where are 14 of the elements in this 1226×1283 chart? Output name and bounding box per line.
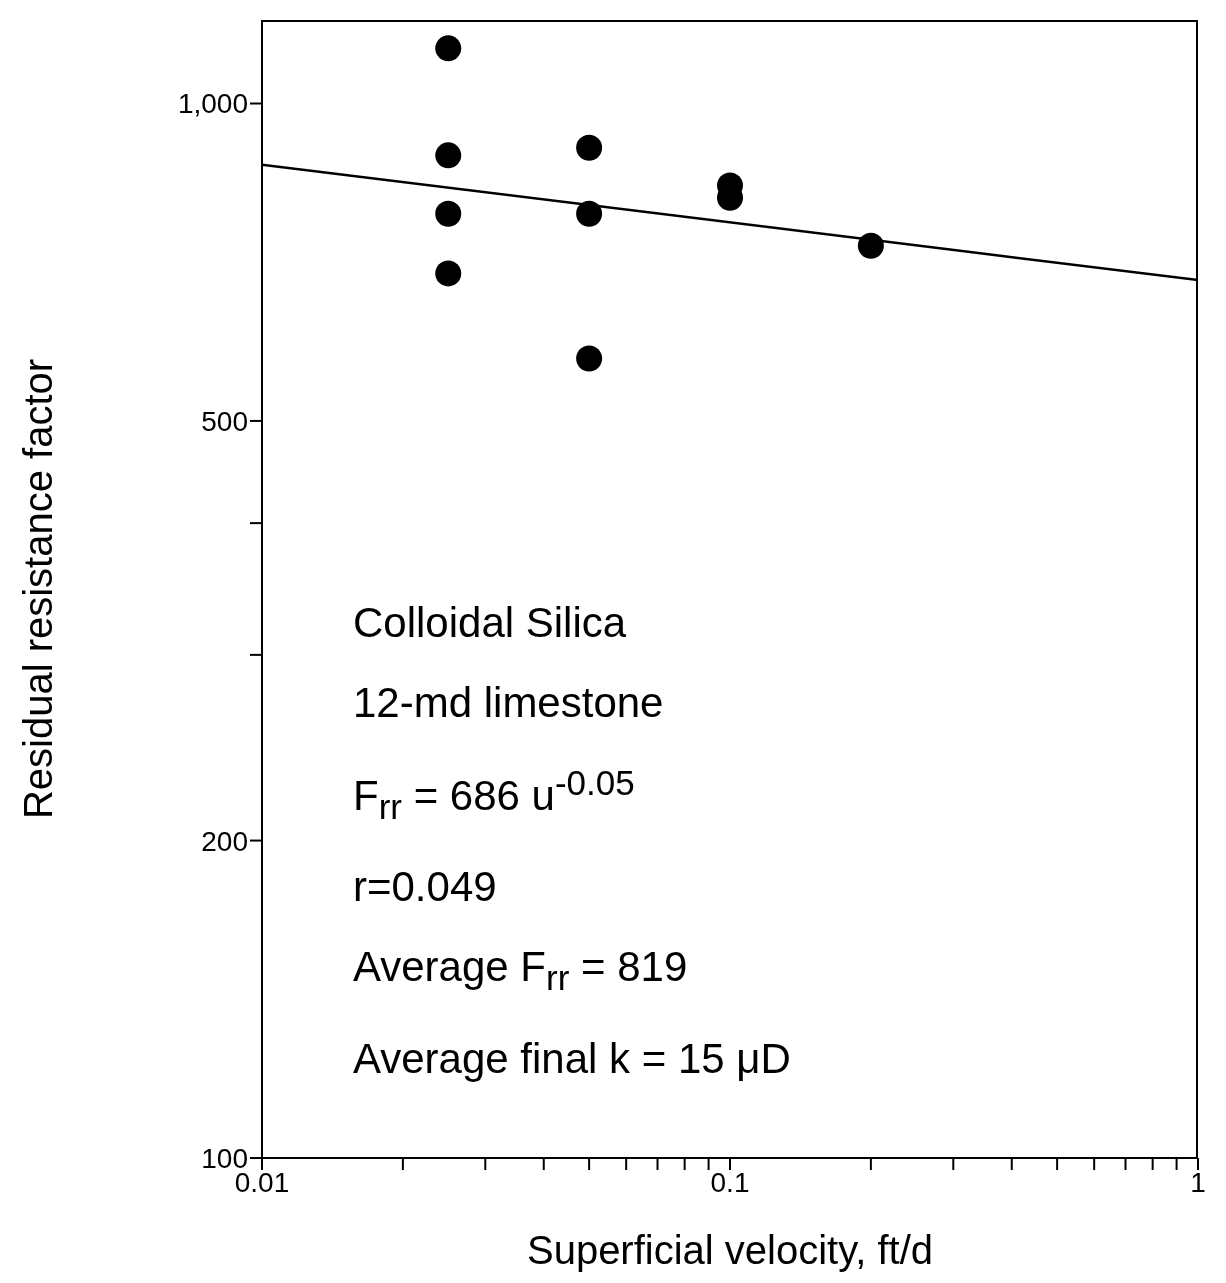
annotation: Colloidal Silica [353, 598, 628, 648]
annotation: Average F$_{rr}$ = 819 [353, 942, 689, 1000]
y-tick-label: 1,000 [177, 88, 248, 120]
x-tick-label: 0.1 [710, 1166, 750, 1198]
annotation: 12-md limestone [353, 678, 665, 728]
y-axis-title: Residual resistance factor [16, 358, 61, 820]
annotation: Average final k = 15 μD [353, 1033, 791, 1084]
y-tick-label: 500 [201, 405, 248, 437]
x-axis-title: Superficial velocity, ft/d [526, 1228, 934, 1272]
annotation: F$_{rr}$ = 686 u$^{-0.05}$ [353, 762, 636, 829]
y-tick-label: 100 [201, 1142, 248, 1174]
annotation: r=0.049 [353, 862, 498, 913]
y-tick-label: 200 [201, 825, 248, 857]
x-tick-label: 1 [1190, 1166, 1206, 1198]
